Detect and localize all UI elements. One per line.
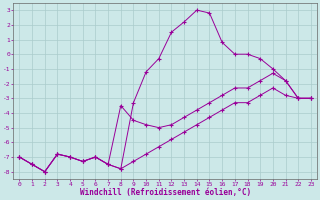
X-axis label: Windchill (Refroidissement éolien,°C): Windchill (Refroidissement éolien,°C) <box>80 188 251 197</box>
